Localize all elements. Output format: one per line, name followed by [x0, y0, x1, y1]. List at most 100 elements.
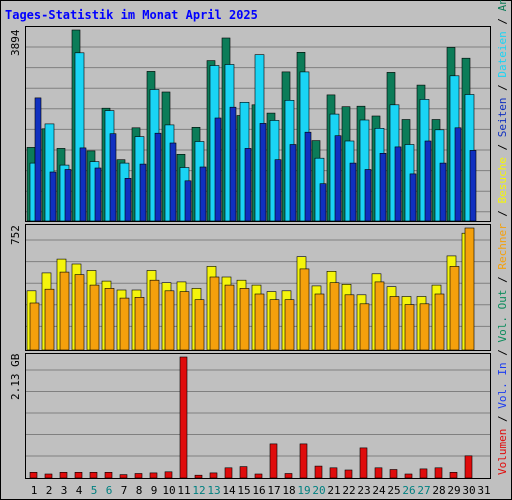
visits-bar-rechner-day-15 — [239, 288, 250, 351]
volume-bar-volumen-day-17 — [269, 443, 278, 479]
volume-bar-volumen-day-10 — [164, 471, 173, 479]
visits-bar-rechner-day-17 — [269, 299, 280, 351]
hits-bar-seiten-day-1 — [34, 97, 42, 222]
legend-item: Vol. Out — [496, 290, 509, 343]
hits-bar-seiten-day-20 — [319, 183, 327, 222]
visits-bar-rechner-day-8 — [134, 296, 145, 351]
volume-bar-volumen-day-20 — [314, 465, 323, 479]
x-tick-label: 3 — [61, 484, 68, 497]
volume-bar-volumen-day-25 — [389, 469, 398, 479]
x-tick-label: 1 — [31, 484, 38, 497]
legend-separator: / — [496, 409, 509, 429]
visits-bar-rechner-day-3 — [59, 271, 70, 351]
legend-item: Anfragen — [496, 0, 509, 11]
hits-bar-seiten-day-26 — [409, 173, 417, 222]
hits-bar-seiten-day-2 — [49, 171, 57, 222]
visits-bar-rechner-day-5 — [89, 284, 100, 351]
volume-bar-volumen-day-30 — [464, 455, 473, 479]
hits-bar-seiten-day-4 — [79, 147, 87, 222]
volume-bar-volumen-day-28 — [434, 467, 443, 479]
hits-bar-seiten-day-24 — [379, 153, 387, 222]
volume-bar-volumen-day-14 — [224, 467, 233, 479]
volume-bar-volumen-day-15 — [239, 466, 248, 479]
x-tick-label: 2 — [46, 484, 53, 497]
x-tick-label: 20 — [312, 484, 325, 497]
volume-bar-volumen-day-12 — [194, 474, 203, 479]
volume-bar-volumen-day-29 — [449, 471, 458, 479]
visits-bar-rechner-day-2 — [44, 288, 55, 351]
hits-bar-seiten-day-27 — [424, 140, 432, 222]
volume-bar-volumen-day-24 — [374, 467, 383, 479]
visits-bar-rechner-day-26 — [404, 304, 415, 351]
hits-bar-seiten-day-23 — [364, 169, 372, 222]
legend-separator: / — [496, 203, 509, 223]
legend-item: Rechner — [496, 223, 509, 270]
hits-bar-seiten-day-17 — [274, 159, 282, 222]
volume-bar-volumen-day-4 — [74, 471, 83, 479]
visits-bar-rechner-day-29 — [449, 266, 460, 351]
x-tick-label: 8 — [136, 484, 143, 497]
x-tick-label: 7 — [121, 484, 128, 497]
volume-bar-volumen-day-18 — [284, 473, 293, 479]
legend-separator: / — [496, 78, 509, 98]
hits-bar-seiten-day-5 — [94, 167, 102, 222]
volume-bar-volumen-day-22 — [344, 469, 353, 479]
visits-bar-rechner-day-4 — [74, 274, 85, 351]
x-tick-label: 29 — [447, 484, 460, 497]
hits-bar-seiten-day-3 — [64, 169, 72, 222]
legend-item: Volumen — [496, 429, 509, 475]
hits-bar-seiten-day-29 — [454, 127, 462, 222]
x-tick-label: 4 — [76, 484, 83, 497]
x-tick-label: 9 — [151, 484, 158, 497]
volume-bar-volumen-day-26 — [404, 473, 413, 479]
x-tick-label: 27 — [417, 484, 430, 497]
x-tick-label: 19 — [297, 484, 310, 497]
hits-bar-seiten-day-18 — [289, 144, 297, 222]
visits-bar-rechner-day-22 — [344, 294, 355, 351]
x-tick-label: 11 — [177, 484, 190, 497]
visits-bar-rechner-day-6 — [104, 288, 115, 351]
volume-bar-volumen-day-1 — [29, 471, 38, 479]
x-tick-label: 23 — [357, 484, 370, 497]
volume-bar-volumen-day-16 — [254, 473, 263, 479]
hits-bar-seiten-day-6 — [109, 133, 117, 222]
volume-bar-volumen-day-21 — [329, 467, 338, 479]
hits-bar-seiten-day-13 — [214, 117, 222, 222]
x-tick-label: 15 — [237, 484, 250, 497]
legend-separator: / — [496, 343, 509, 363]
x-tick-label: 13 — [207, 484, 220, 497]
volume-bar-volumen-day-3 — [59, 471, 68, 479]
volume-bar-volumen-day-5 — [89, 471, 98, 479]
x-tick-label: 17 — [267, 484, 280, 497]
legend: Volumen / Vol. In / Vol. Out / Rechner /… — [496, 0, 509, 475]
hits-bar-seiten-day-8 — [139, 163, 147, 222]
hits-bar-dateien-day-4 — [74, 52, 85, 222]
visits-bar-rechner-day-16 — [254, 293, 265, 351]
x-axis-labels: 1 2 3 4 5 6 7 8 9 10 11 12 13 14 15 16 17 18 19 20 21 22 23 24 2… — [31, 484, 491, 497]
visits-bar-rechner-day-11 — [179, 291, 190, 351]
visits-bar-rechner-day-13 — [209, 276, 220, 351]
visits-bar-rechner-day-1 — [29, 302, 40, 351]
volume-bar-volumen-day-23 — [359, 447, 368, 479]
visits-bar-rechner-day-25 — [389, 296, 400, 351]
visits-bar-rechner-day-23 — [359, 303, 370, 351]
x-tick-label: 31 — [477, 484, 490, 497]
hits-bar-seiten-day-12 — [199, 166, 207, 222]
x-tick-label: 18 — [282, 484, 295, 497]
x-tick-label: 16 — [252, 484, 265, 497]
hits-bar-seiten-day-28 — [439, 162, 447, 222]
visits-bar-rechner-day-20 — [314, 293, 325, 351]
legend-separator: / — [496, 270, 509, 290]
hits-bar-seiten-day-16 — [259, 123, 267, 222]
x-tick-label: 14 — [222, 484, 236, 497]
visits-bar-rechner-day-9 — [149, 279, 160, 351]
hits-ymax-label: 3894 — [9, 29, 22, 56]
hits-bar-seiten-day-10 — [169, 142, 177, 222]
volume-bar-volumen-day-2 — [44, 473, 53, 479]
bars — [26, 29, 477, 479]
visits-bar-rechner-day-12 — [194, 299, 205, 351]
legend-item: Dateien — [496, 31, 509, 77]
visits-bar-rechner-day-24 — [374, 281, 385, 351]
volume-ymax-label: 2.13 GB — [9, 353, 22, 400]
